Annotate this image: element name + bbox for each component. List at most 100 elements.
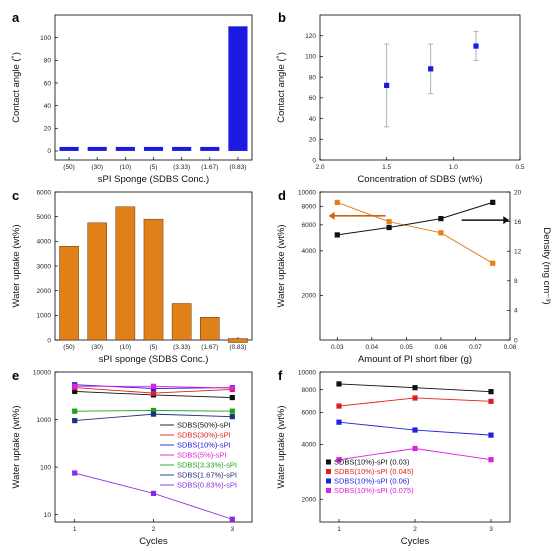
panel-f-y-2-tick-label: 6000 (302, 410, 317, 417)
panel-d-x-axis-label: Amount of PI short fiber (g) (358, 354, 472, 365)
panel-d-series-0-point-2 (438, 230, 444, 236)
panel-e-y-2-tick-label: 1000 (37, 417, 52, 424)
panel-e-series-0-point-2 (229, 394, 235, 401)
panel-c-y-3-tick-label: 3000 (37, 263, 52, 270)
panel-b-x-3-tick-label: 0.5 (515, 164, 524, 171)
panel-c-y-2-tick-label: 2000 (37, 288, 52, 295)
panel-a-x-0-tick-label: (50) (63, 164, 75, 171)
panel-a-y-5-tick-label: 100 (40, 35, 51, 42)
panel-e-legend-label-3: SDBS(5%)-sPI (177, 451, 227, 460)
panel-d-y-right-4-tick-label: 16 (514, 219, 522, 226)
panel-a-x-3-tick-label: (5) (150, 164, 158, 171)
panel-d-x-2-tick-label: 0.05 (400, 344, 413, 351)
panel-b-x-1-tick-label: 1.5 (382, 164, 391, 171)
panel-label-e: e (12, 368, 19, 383)
panel-a-x-4-tick-label: (3.33) (173, 164, 190, 171)
panel-e-legend-label-6: SDBS(0.83%)-sPI (177, 481, 237, 490)
panel-d-y-2-tick-label: 6000 (302, 222, 317, 229)
panel-b-point-2 (473, 43, 479, 49)
panel-e-series-1-point-1 (150, 390, 157, 396)
panel-d-series-1-point-2 (438, 216, 444, 222)
panel-d-y-axis-label: Water uptake (wt%) (276, 224, 287, 307)
panel-d-y-right-3-tick-label: 12 (514, 249, 522, 256)
panel-d-series-line-0 (337, 201, 493, 264)
panel-a-y-0-tick-label: 0 (47, 148, 51, 155)
panel-d-y-right-2-tick-label: 8 (514, 278, 518, 285)
panel-e-y-3-tick-label: 10000 (33, 369, 51, 376)
panel-d-series-line-1 (337, 201, 493, 236)
panel-f-series-0-point-2 (488, 389, 494, 395)
panel-c-x-4-tick-label: (3.33) (173, 344, 190, 351)
panel-label-f: f (278, 368, 283, 383)
panel-e-series-4-point-0 (72, 408, 78, 414)
panel-f-series-2-point-1 (412, 427, 418, 433)
panel-a-bar-3 (143, 146, 164, 151)
panel-a-x-2-tick-label: (10) (120, 164, 132, 171)
panel-d-y-1-tick-label: 4000 (302, 248, 317, 255)
panel-f-series-0-point-0 (336, 381, 342, 387)
panel-d-series-0-point-1 (386, 219, 392, 225)
panel-a-bar-0 (59, 146, 79, 151)
panel-e-x-0-tick-label: 1 (73, 526, 77, 533)
panel-e-y-0-tick-label: 10 (44, 512, 52, 519)
panel-a-y-1-tick-label: 20 (44, 126, 52, 133)
panel-a-plot-frame (54, 14, 253, 161)
panel-c-x-axis-label: sPI sponge (SDBS Conc.) (99, 354, 209, 365)
panel-e-legend-label-0: SDBS(50%)-sPI (177, 421, 231, 430)
panel-d-x-4-tick-label: 0.07 (469, 344, 482, 351)
panel-d-y-3-tick-label: 8000 (302, 204, 317, 211)
panel-e-x-axis-label: Cycles (139, 536, 168, 547)
panel-c-y-5-tick-label: 5000 (37, 214, 52, 221)
panel-c-x-0-tick-label: (50) (63, 344, 75, 351)
panel-e-y-axis-label: Water uptake (wt%) (11, 405, 22, 488)
panel-e-series-5-point-1 (150, 411, 157, 417)
panel-d-y-0-tick-label: 2000 (302, 293, 317, 300)
panel-e-series-5-point-2 (229, 414, 235, 420)
panel-d-x-5-tick-label: 0.08 (504, 344, 517, 351)
panel-d-series-1-point-0 (334, 232, 340, 238)
panel-b-y-6-tick-label: 120 (305, 33, 316, 40)
panel-e-series-5-point-0 (72, 418, 78, 424)
panel-a-bar-1 (87, 146, 107, 151)
panel-f-series-1-point-0 (336, 403, 342, 409)
panel-b-y-2-tick-label: 40 (309, 116, 317, 123)
panel-b-y-4-tick-label: 80 (309, 74, 317, 81)
panel-f-legend-swatch-1 (326, 469, 331, 474)
panel-f-y-1-tick-label: 4000 (302, 442, 317, 449)
panel-f-series-3-point-0 (336, 457, 342, 463)
panel-c-bar-5 (200, 317, 220, 341)
panel-label-c: c (12, 188, 19, 203)
panel-e-legend-label-1: SDBS(30%)-sPI (177, 431, 231, 440)
panel-e-y-1-tick-label: 100 (40, 464, 51, 471)
panel-d-series-0-point-3 (490, 260, 496, 266)
panel-f-legend-label-1: SDBS(10%)-sPI (0.045) (334, 467, 414, 476)
panel-c-y-6-tick-label: 6000 (37, 189, 52, 196)
panel-f-series-2-point-0 (336, 419, 342, 425)
panel-d-series-1-point-3 (490, 199, 496, 205)
panel-e-series-6-point-2 (229, 516, 235, 522)
panel-d-y-axis-right-label: Density (mg cm⁻³) (541, 227, 552, 304)
panel-e-x-1-tick-label: 2 (152, 526, 156, 533)
panel-e-series-3-point-2 (229, 385, 235, 391)
panel-a-bar-4 (172, 146, 192, 151)
panel-c-bar-1 (87, 222, 107, 341)
panel-a-bar-6 (228, 26, 248, 151)
panel-d-x-0-tick-label: 0.03 (331, 344, 344, 351)
panel-c-y-1-tick-label: 1000 (37, 313, 52, 320)
panel-c-y-axis-label: Water uptake (wt%) (11, 224, 22, 307)
panel-c-x-1-tick-label: (30) (91, 344, 103, 351)
panel-d-y-right-5-tick-label: 20 (514, 189, 522, 196)
panel-f-legend-label-2: SDBS(10%)-sPI (0.06) (334, 477, 410, 486)
panel-f-series-1-point-1 (412, 395, 418, 401)
panel-a-bar-5 (200, 146, 220, 151)
panel-label-b: b (278, 10, 286, 25)
panel-f-series-1-point-2 (488, 398, 494, 404)
panel-d-y-right-1-tick-label: 4 (514, 308, 518, 315)
panel-b-point-1 (428, 66, 434, 72)
panel-b-plot-frame (319, 14, 521, 161)
panel-b-y-axis-label: Contact angle (˚) (276, 52, 287, 123)
panel-f-legend-swatch-0 (326, 459, 331, 465)
panel-e-series-4-point-2 (229, 408, 235, 414)
panel-b-x-axis-label: Concentration of SDBS (wt%) (357, 174, 482, 185)
